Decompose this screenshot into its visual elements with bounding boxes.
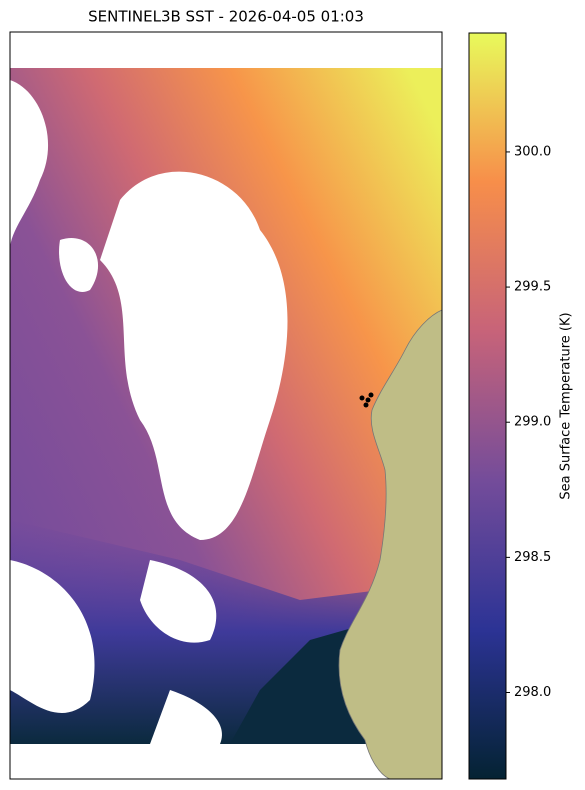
station-markers [359,392,374,408]
clouds [10,33,442,779]
land [338,309,443,780]
colorbar-label: Sea Surface Temperature (K) [559,312,574,499]
colorbar-tick-label: 299.0 [514,415,551,430]
colorbar-tick-label: 299.5 [514,280,551,295]
chart-title: SENTINEL3B SST - 2026-04-05 01:03 [88,8,364,26]
colorbar-tick-label: 298.0 [514,685,551,700]
colorbar-tick-label: 298.5 [514,550,551,565]
map-frame [9,31,443,780]
colorbar-tick-label: 300.0 [514,144,551,159]
map [9,31,443,780]
colorbar-bar [468,32,507,780]
colorbar: 298.0 298.5 299.0 299.5 300.0 [468,32,551,780]
